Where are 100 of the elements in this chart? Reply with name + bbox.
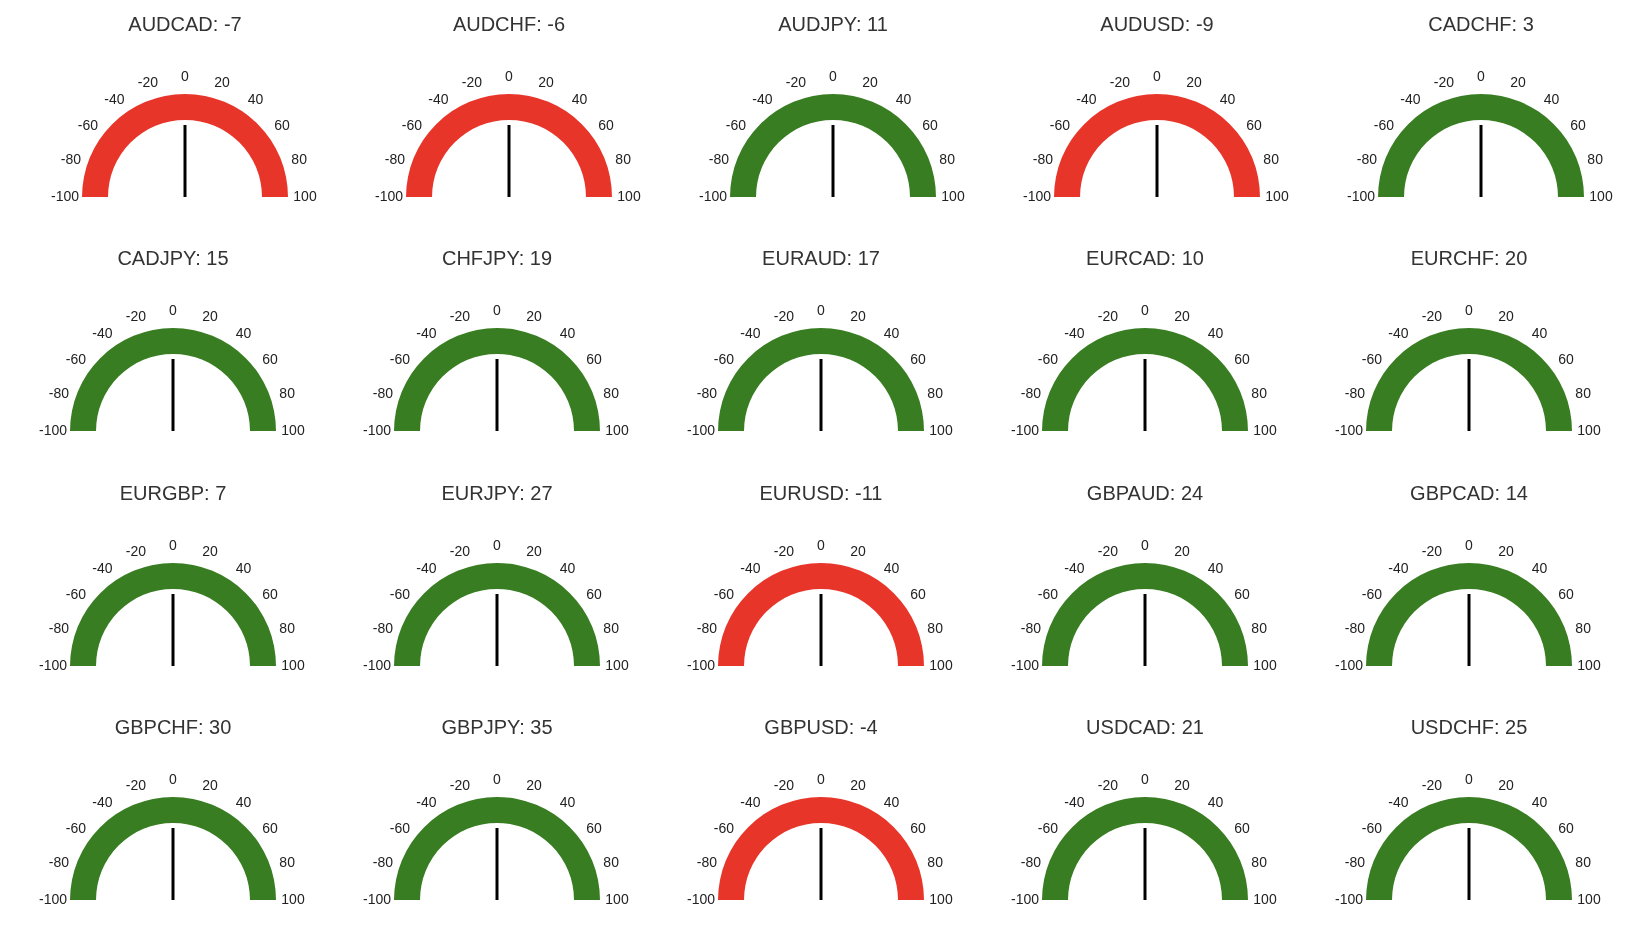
text: -20 bbox=[1421, 542, 1443, 559]
text: 20 bbox=[1510, 73, 1527, 90]
text: -80 bbox=[1020, 385, 1042, 402]
text: -80 bbox=[1344, 619, 1366, 636]
text: 100 bbox=[1253, 656, 1277, 673]
text: 0 bbox=[505, 68, 514, 84]
text: 100 bbox=[281, 890, 305, 907]
text: -20 bbox=[1109, 73, 1131, 90]
text: 60 bbox=[1234, 351, 1251, 368]
text: 60 bbox=[910, 351, 927, 368]
text: 0 bbox=[1477, 68, 1486, 84]
text: 80 bbox=[1587, 150, 1604, 167]
text: 20 bbox=[202, 542, 219, 559]
text: -60 bbox=[713, 586, 735, 603]
text: 40 bbox=[1531, 325, 1548, 342]
text: -40 bbox=[92, 559, 113, 576]
text: 0 bbox=[1141, 302, 1150, 319]
text: 20 bbox=[538, 73, 555, 90]
text: -40 bbox=[416, 559, 437, 576]
text: -100 bbox=[1010, 422, 1040, 439]
text: -80 bbox=[1356, 150, 1378, 167]
text: 0 bbox=[493, 536, 502, 553]
text: 80 bbox=[927, 619, 944, 636]
text: -40 bbox=[1400, 90, 1421, 107]
chart-title: GBPJPY: 35 bbox=[441, 715, 553, 738]
text: 40 bbox=[1543, 90, 1560, 107]
text: -80 bbox=[696, 385, 718, 402]
text: -100 bbox=[686, 656, 716, 673]
text: 40 bbox=[895, 90, 912, 107]
text: -20 bbox=[125, 776, 147, 793]
text: -100 bbox=[374, 188, 404, 204]
chart-title: CHFJPY: 19 bbox=[441, 247, 553, 270]
text: -80 bbox=[696, 619, 718, 636]
text: -60 bbox=[1037, 586, 1059, 603]
text: -40 bbox=[1388, 559, 1409, 576]
text: -20 bbox=[773, 776, 795, 793]
text: 40 bbox=[559, 793, 576, 810]
text: 100 bbox=[1589, 188, 1613, 204]
text: 40 bbox=[235, 793, 252, 810]
text: -100 bbox=[1334, 890, 1364, 907]
text: -100 bbox=[38, 422, 68, 439]
text: 40 bbox=[559, 559, 576, 576]
text: 0 bbox=[817, 770, 826, 787]
text: 100 bbox=[293, 188, 317, 204]
text: -40 bbox=[92, 325, 113, 342]
text: 100 bbox=[1253, 422, 1277, 439]
text: -60 bbox=[401, 117, 423, 134]
text: -20 bbox=[785, 73, 807, 90]
text: 0 bbox=[493, 302, 502, 319]
text: 80 bbox=[1575, 385, 1592, 402]
text: 100 bbox=[281, 422, 305, 439]
text: 60 bbox=[586, 586, 603, 603]
text: 20 bbox=[1174, 542, 1191, 559]
text: -60 bbox=[1037, 820, 1059, 837]
text: 60 bbox=[1558, 820, 1575, 837]
text: -60 bbox=[1361, 586, 1383, 603]
text: -80 bbox=[372, 385, 394, 402]
text: 60 bbox=[586, 351, 603, 368]
text: -100 bbox=[698, 188, 728, 204]
text: 0 bbox=[817, 302, 826, 319]
text: 20 bbox=[1174, 776, 1191, 793]
text: 80 bbox=[603, 619, 620, 636]
text: -20 bbox=[773, 542, 795, 559]
chart-title: AUDJPY: 11 bbox=[778, 13, 888, 35]
text: 20 bbox=[862, 73, 879, 90]
text: 40 bbox=[1531, 793, 1548, 810]
text: -80 bbox=[48, 385, 70, 402]
text: 80 bbox=[279, 619, 296, 636]
text: -20 bbox=[461, 73, 483, 90]
text: 100 bbox=[617, 188, 641, 204]
chart-title: AUDCAD: -7 bbox=[128, 13, 242, 35]
text: 80 bbox=[603, 385, 620, 402]
text: 40 bbox=[571, 90, 588, 107]
text: 0 bbox=[169, 770, 178, 787]
chart-title: EURCHF: 20 bbox=[1410, 247, 1528, 270]
text: -40 bbox=[1064, 793, 1085, 810]
text: -60 bbox=[713, 351, 735, 368]
text: 80 bbox=[939, 150, 956, 167]
text: -80 bbox=[708, 150, 730, 167]
text: -20 bbox=[1097, 308, 1119, 325]
text: -100 bbox=[38, 656, 68, 673]
text: 60 bbox=[910, 820, 927, 837]
chart-title: USDCHF: 25 bbox=[1410, 715, 1528, 738]
text: -80 bbox=[1344, 853, 1366, 870]
text: 60 bbox=[1246, 117, 1263, 134]
text: -40 bbox=[1064, 325, 1085, 342]
text: 100 bbox=[1577, 422, 1601, 439]
text: -20 bbox=[773, 308, 795, 325]
text: -80 bbox=[1020, 619, 1042, 636]
text: 0 bbox=[169, 302, 178, 319]
text: -80 bbox=[60, 150, 82, 167]
chart-title: GBPCHF: 30 bbox=[114, 715, 232, 738]
text: 100 bbox=[605, 422, 629, 439]
chart-title: USDCAD: 21 bbox=[1086, 715, 1204, 738]
text: 40 bbox=[1207, 559, 1224, 576]
text: -40 bbox=[1388, 793, 1409, 810]
text: 80 bbox=[1251, 619, 1268, 636]
text: 20 bbox=[850, 776, 867, 793]
text: 20 bbox=[1186, 73, 1203, 90]
text: -100 bbox=[362, 422, 392, 439]
